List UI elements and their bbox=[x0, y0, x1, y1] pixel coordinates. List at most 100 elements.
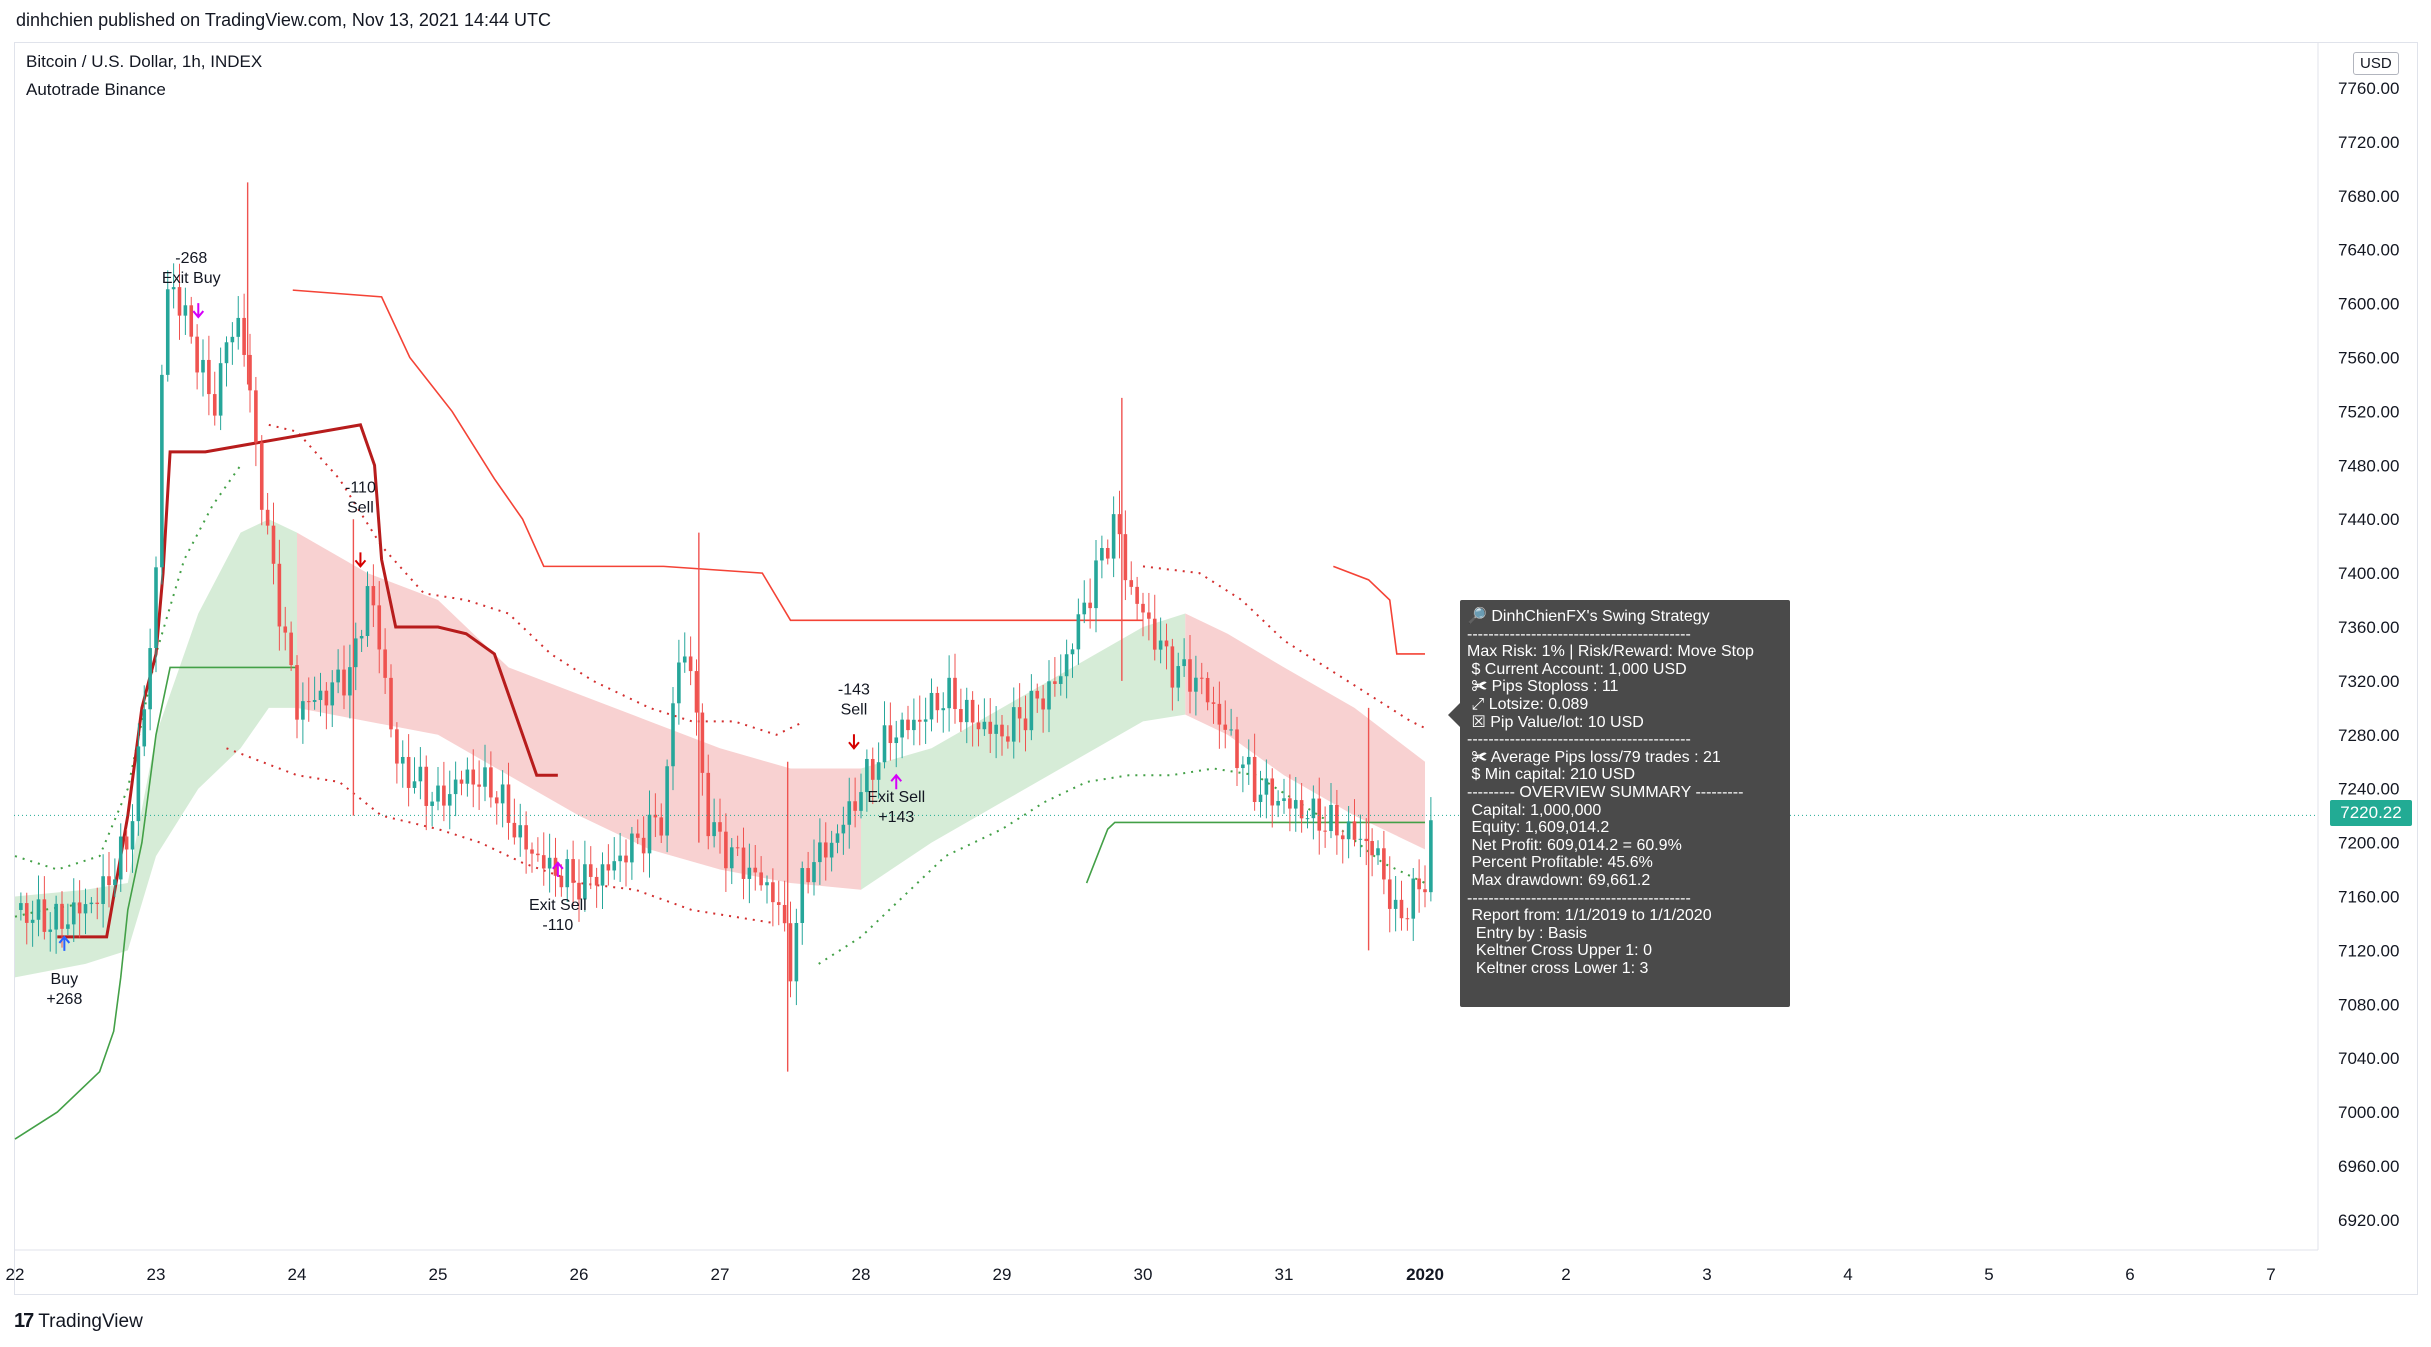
trade-annotation-label: +143 bbox=[878, 809, 914, 826]
candle-body bbox=[471, 769, 476, 785]
candle-body bbox=[154, 567, 158, 649]
candle-body bbox=[271, 525, 276, 564]
candle-body bbox=[788, 923, 793, 982]
candle-body bbox=[19, 903, 23, 910]
trailing-stop-lower-line bbox=[1085, 821, 1425, 884]
candle-body bbox=[71, 902, 76, 925]
candle-body bbox=[248, 354, 252, 391]
candle-body bbox=[865, 758, 869, 793]
candle-body bbox=[1058, 676, 1063, 684]
candle-body bbox=[160, 374, 164, 568]
candle-body bbox=[465, 769, 470, 784]
candle-body bbox=[541, 855, 546, 869]
candle-body bbox=[1317, 798, 1322, 831]
candle-body bbox=[823, 842, 828, 858]
trailing-stop-upper-line bbox=[1333, 565, 1425, 655]
candle-body bbox=[812, 862, 816, 883]
candle-body bbox=[700, 712, 705, 773]
candle-body bbox=[1129, 580, 1134, 587]
trade-annotation-label: Exit Sell bbox=[529, 897, 587, 914]
tooltip-line: ✀ Average Pips loss/79 trades : 21 bbox=[1467, 748, 1721, 766]
currency-label[interactable]: USD bbox=[2353, 52, 2399, 75]
y-tick-label: 7520.00 bbox=[2338, 402, 2399, 421]
candle-body bbox=[236, 317, 241, 337]
candle-body bbox=[835, 833, 840, 843]
indicator-title[interactable]: Autotrade Binance bbox=[26, 80, 166, 99]
x-tick-label: 5 bbox=[1984, 1265, 1993, 1284]
candle-body bbox=[277, 563, 282, 627]
candle-body bbox=[318, 690, 323, 701]
candle-body bbox=[612, 861, 617, 871]
candle-body bbox=[377, 605, 382, 650]
candle-body bbox=[1329, 804, 1333, 832]
candle-body bbox=[283, 626, 288, 633]
x-tick-label: 30 bbox=[1134, 1265, 1153, 1284]
candle-body bbox=[224, 342, 229, 364]
candle-body bbox=[1194, 677, 1198, 692]
footer-brand[interactable]: 17 TradingView bbox=[14, 1310, 143, 1333]
candle-body bbox=[500, 784, 505, 804]
candle-body bbox=[588, 864, 593, 877]
candle-body bbox=[841, 824, 846, 834]
candle-body bbox=[1035, 690, 1040, 699]
candle-body bbox=[1411, 878, 1416, 919]
candle-body bbox=[976, 722, 981, 730]
candle-body bbox=[671, 703, 675, 767]
y-tick-label: 7640.00 bbox=[2338, 241, 2399, 260]
y-tick-label: 7000.00 bbox=[2338, 1103, 2399, 1122]
candle-body bbox=[594, 876, 599, 886]
candle-body bbox=[353, 638, 358, 668]
candle-body bbox=[917, 719, 922, 722]
candle-body bbox=[1135, 586, 1139, 604]
trade-annotation-label: Sell bbox=[347, 499, 374, 516]
candle-body bbox=[524, 825, 528, 850]
candle-body bbox=[735, 847, 740, 849]
trade-arrow-down-icon bbox=[848, 734, 860, 750]
candle-body bbox=[1258, 794, 1263, 803]
candle-body bbox=[506, 784, 511, 823]
candle-body bbox=[753, 867, 758, 873]
candle-body bbox=[941, 708, 946, 711]
y-tick-label: 7240.00 bbox=[2338, 780, 2399, 799]
candle-body bbox=[1000, 724, 1004, 737]
candle-body bbox=[706, 772, 711, 837]
candle-body bbox=[1182, 659, 1186, 667]
candle-body bbox=[1017, 707, 1022, 719]
candle-body bbox=[218, 363, 223, 416]
candle-body bbox=[412, 781, 417, 788]
candle-body bbox=[1053, 681, 1057, 684]
candle-body bbox=[195, 336, 199, 373]
candle-body bbox=[694, 671, 699, 713]
trade-annotation-label: -268 bbox=[175, 250, 207, 267]
candle-body bbox=[577, 882, 581, 900]
y-tick-label: 7600.00 bbox=[2338, 295, 2399, 314]
trade-annotation-label: Sell bbox=[841, 701, 868, 718]
candle-body bbox=[1382, 848, 1386, 880]
x-tick-label: 29 bbox=[993, 1265, 1012, 1284]
x-tick-label: 27 bbox=[711, 1265, 730, 1284]
candle-body bbox=[888, 725, 893, 744]
candle-body bbox=[359, 636, 364, 639]
symbol-title[interactable]: Bitcoin / U.S. Dollar, 1h, INDEX bbox=[26, 52, 263, 71]
last-price-tag: 7220.22 bbox=[2330, 800, 2412, 826]
candle-body bbox=[571, 859, 575, 883]
candle-body bbox=[1152, 618, 1157, 650]
candle-body bbox=[1323, 830, 1327, 832]
candle-body bbox=[1252, 756, 1257, 803]
candle-body bbox=[1340, 835, 1345, 840]
x-tick-label: 7 bbox=[2266, 1265, 2275, 1284]
candle-body bbox=[1199, 677, 1204, 679]
candle-body bbox=[212, 394, 217, 416]
tooltip-line: Max drawdown: 69,661.2 bbox=[1467, 871, 1651, 889]
candle-body bbox=[1352, 821, 1357, 840]
candle-body bbox=[988, 721, 993, 734]
trade-arrow-up-icon bbox=[58, 935, 71, 951]
candle-body bbox=[947, 677, 951, 709]
tooltip-line: Capital: 1,000,000 bbox=[1467, 801, 1602, 819]
candle-body bbox=[882, 725, 887, 763]
candle-body bbox=[677, 662, 681, 704]
candle-body bbox=[818, 842, 822, 863]
candle-body bbox=[765, 882, 769, 886]
candle-body bbox=[259, 442, 264, 510]
